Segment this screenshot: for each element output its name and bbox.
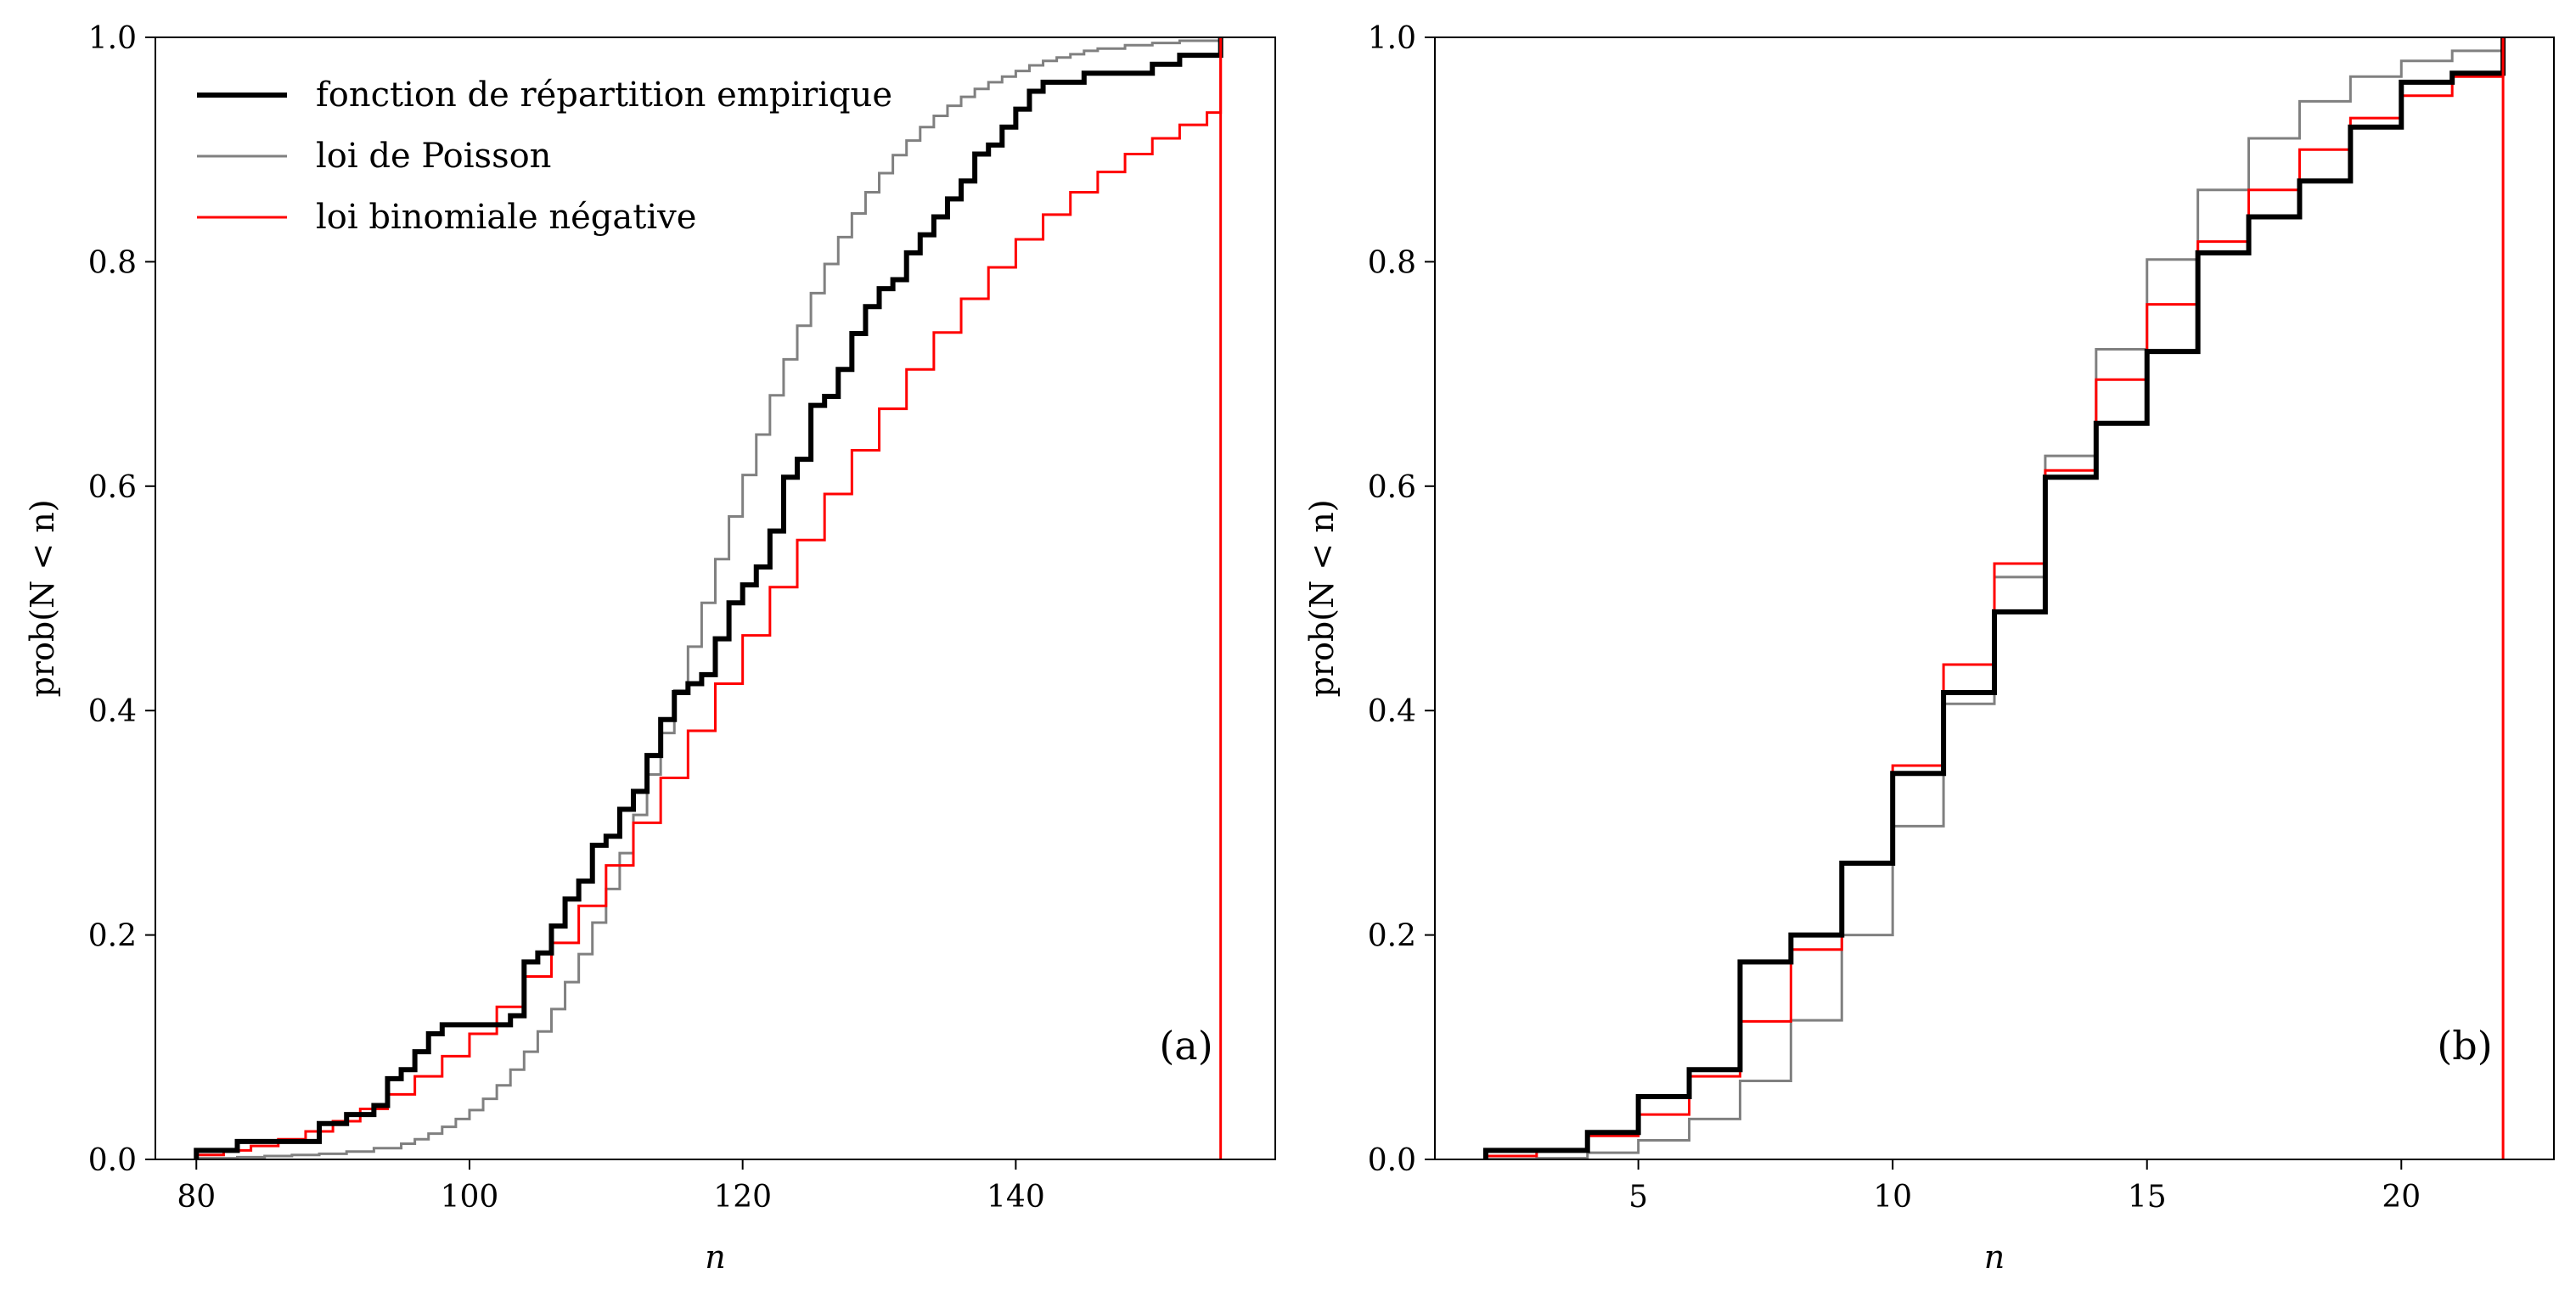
y-tick-label: 0.4 — [88, 694, 137, 729]
x-tick-label: 15 — [2128, 1180, 2167, 1215]
y-tick-label: 0.0 — [1368, 1143, 1416, 1178]
legend-entry-label: loi binomiale négative — [316, 198, 696, 237]
panel-b: 5 10 15 200.00.20.40.60.81.0 n prob(N < n) … — [1303, 21, 2555, 1276]
series-line-loi-binomiale-négative — [194, 49, 1223, 1159]
x-tick-label: 140 — [987, 1180, 1045, 1215]
panel-label-a: (a) — [1159, 1023, 1212, 1069]
axes-a: 80 100 120 140 0.0 0.2 0.4 0.6 0.8 1.0 — [88, 21, 1276, 1215]
axes-frame — [155, 36, 1276, 1160]
x-tick-label: 5 — [1628, 1180, 1648, 1215]
y-tick-label: 0.2 — [1368, 919, 1416, 954]
ylabel-a: prob(N < n) — [24, 499, 61, 697]
y-tick-label: 0.4 — [1368, 694, 1416, 729]
legend: fonction de répartition empirique loi de … — [197, 76, 892, 237]
panel-label-b: (b) — [2437, 1023, 2492, 1069]
y-tick-label: 0.0 — [88, 1143, 137, 1178]
y-tick-label: 1.0 — [1368, 21, 1416, 56]
series-line-fonction-de-répartition-empirique — [1482, 37, 2506, 1159]
x-tick-label: 20 — [2382, 1180, 2421, 1215]
y-tick-label: 1.0 — [88, 21, 137, 56]
y-tick-label: 0.6 — [1368, 470, 1416, 505]
y-tick-label: 0.8 — [88, 245, 137, 280]
x-tick-label: 100 — [441, 1180, 499, 1215]
y-tick-label: 0.8 — [1368, 245, 1416, 280]
series-line-fonction-de-répartition-empirique — [194, 37, 1223, 1159]
plot-area-a — [194, 37, 1223, 1159]
xlabel-b: n — [1984, 1238, 2005, 1276]
legend-entry-label: fonction de répartition empirique — [316, 76, 892, 115]
axes-b: 5 10 15 20 0.0 0.2 0.4 0.6 0.8 1.0 — [1368, 21, 2555, 1215]
plot-area-b — [1482, 37, 2506, 1159]
ylabel-b: prob(N < n) — [1303, 499, 1341, 697]
y-tick-label: 0.2 — [88, 919, 137, 954]
x-tick-label: 120 — [713, 1180, 772, 1215]
legend-entry-label: loi de Poisson — [316, 137, 551, 176]
axes-frame — [1434, 36, 2555, 1160]
x-tick-label: 80 — [177, 1180, 216, 1215]
series-line-loi-de-Poisson — [194, 38, 1223, 1159]
panel-a: 80 100 120 140 0.0 0.2 0.4 0.6 0.8 1.0 fonction d… — [24, 21, 1276, 1276]
x-tick-label: 10 — [1873, 1180, 1912, 1215]
xlabel-a: n — [705, 1238, 725, 1276]
y-tick-label: 0.6 — [88, 470, 137, 505]
